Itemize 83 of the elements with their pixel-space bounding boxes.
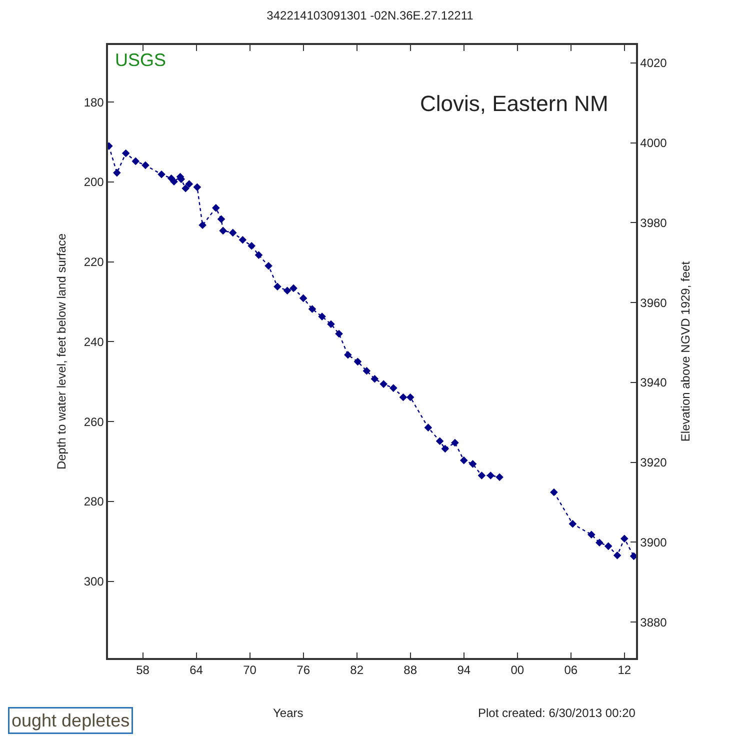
point	[436, 437, 444, 446]
y2-tick-label: 3920	[640, 456, 668, 470]
point	[370, 374, 379, 383]
x-tick-label: 94	[457, 663, 471, 678]
x-tick-label: 82	[350, 663, 364, 678]
point	[158, 170, 166, 178]
point	[283, 286, 292, 294]
point	[219, 226, 227, 235]
chart-title: 342214103091301 -02N.36E.27.12211	[266, 8, 474, 22]
point	[132, 157, 140, 166]
text: Plot created: 6/30/2013 00:20	[478, 706, 636, 720]
y-tick-label: 220	[84, 255, 104, 270]
y2-tick-label: 3940	[640, 376, 668, 390]
point	[424, 424, 432, 432]
point	[604, 542, 612, 550]
y2-tick-label: 3880	[640, 615, 668, 630]
x-tick-label: 88	[404, 663, 418, 678]
point	[596, 538, 604, 546]
point	[496, 473, 504, 481]
y-tick-label: 240	[84, 334, 104, 349]
point	[198, 221, 206, 230]
annotation: Clovis, Eastern NM	[420, 91, 608, 116]
y-tick-label: 260	[84, 414, 104, 429]
point	[212, 204, 220, 212]
point	[354, 358, 362, 366]
point	[248, 242, 256, 250]
x-tick-label: 70	[243, 663, 257, 678]
point	[399, 393, 408, 402]
point	[588, 530, 596, 538]
y-tick-label: 200	[84, 175, 104, 190]
point	[460, 456, 468, 464]
point	[406, 393, 414, 402]
x-tick-label: 00	[510, 663, 524, 678]
point	[264, 262, 272, 270]
point	[362, 366, 371, 375]
point	[170, 178, 178, 186]
point	[122, 149, 130, 158]
point	[568, 520, 577, 528]
point	[380, 380, 388, 388]
point	[318, 312, 326, 320]
point	[344, 350, 352, 359]
point	[254, 251, 263, 259]
point	[308, 305, 316, 313]
y2-tick-label: 4000	[640, 136, 668, 150]
point	[451, 438, 459, 447]
text: ought depletes	[12, 710, 130, 730]
y2-tick-label: 3980	[640, 216, 668, 230]
point	[217, 215, 226, 224]
x-tick-label: 06	[564, 663, 578, 678]
x-tick-label: 76	[296, 663, 310, 678]
y-tick-label: 180	[84, 95, 104, 110]
y2-axis-title: Elevation above NGVD 1929, feet	[678, 260, 693, 442]
point	[290, 284, 298, 292]
point	[327, 320, 335, 328]
point	[613, 551, 622, 560]
annotation: USGS	[115, 50, 166, 70]
point	[390, 384, 398, 392]
point	[193, 183, 202, 192]
y2-tick-label: 3900	[640, 535, 668, 550]
point	[185, 180, 194, 188]
point	[441, 444, 450, 453]
y-tick-label: 280	[84, 494, 104, 509]
y-axis-title: Depth to water level, feet below land surface	[54, 233, 69, 470]
y2-tick-label: 3960	[640, 296, 668, 310]
point	[238, 236, 247, 244]
point	[142, 161, 150, 170]
point	[550, 488, 558, 496]
point	[274, 282, 282, 291]
x-tick-label: 12	[618, 663, 632, 678]
x-tick-label: 58	[136, 663, 150, 678]
point	[478, 472, 486, 480]
x-tick-label: 64	[190, 663, 204, 678]
point	[468, 460, 477, 468]
point	[113, 168, 121, 177]
point	[486, 472, 495, 480]
point	[620, 534, 628, 542]
point	[335, 330, 343, 338]
point	[228, 228, 237, 237]
point	[182, 184, 190, 192]
x-axis-title: Years	[273, 706, 304, 720]
y-tick-label: 300	[84, 574, 104, 589]
point	[299, 294, 308, 302]
y2-tick-label: 4020	[640, 56, 668, 70]
